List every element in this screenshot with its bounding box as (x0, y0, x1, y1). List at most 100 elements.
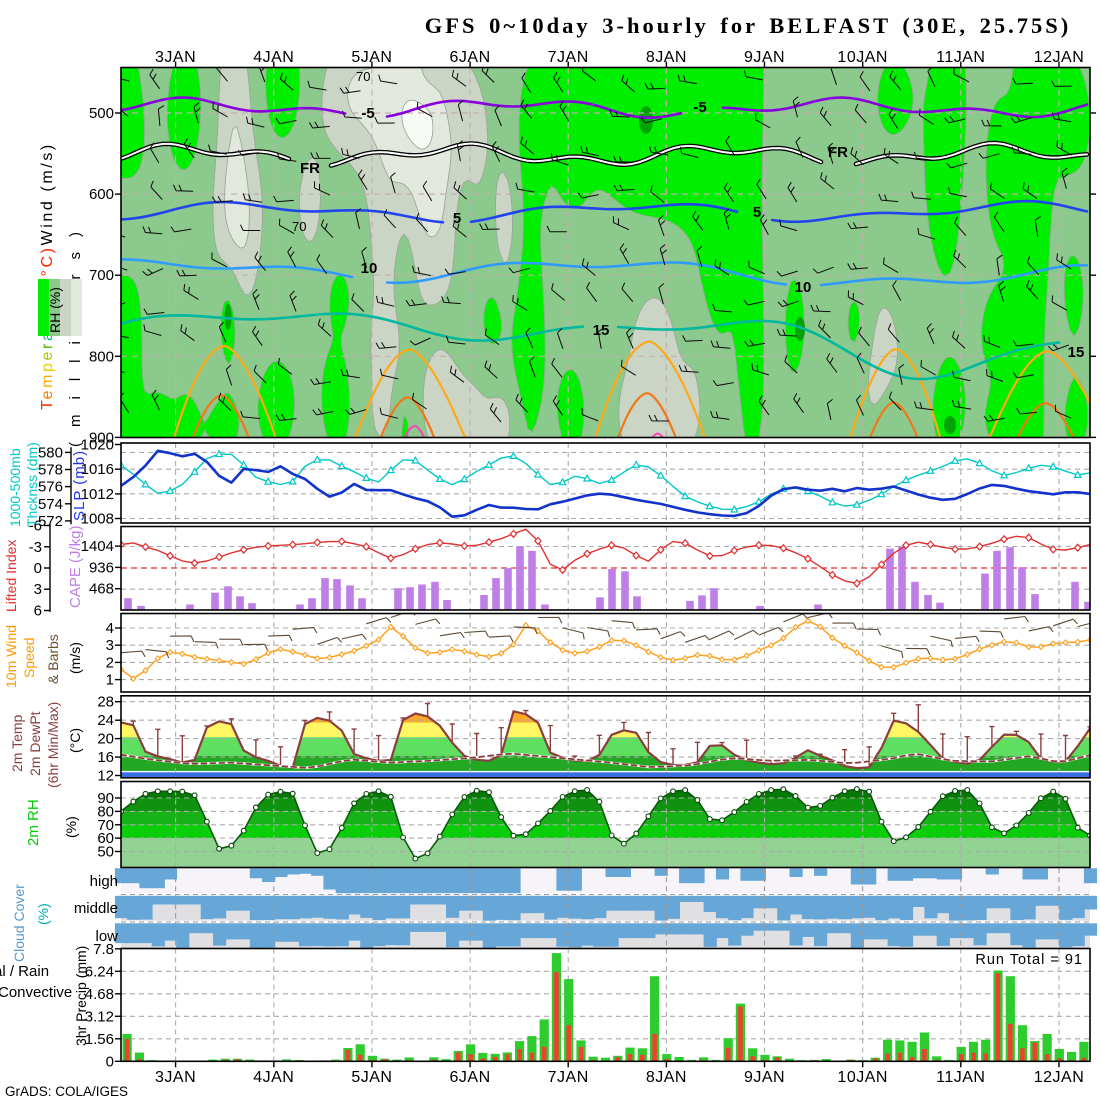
svg-text:(°C): (°C) (67, 728, 83, 753)
svg-text:Total / Rain: Total / Rain (0, 963, 49, 980)
svg-text:1020: 1020 (81, 437, 114, 454)
svg-text:576: 576 (38, 479, 63, 496)
svg-text:6: 6 (34, 603, 42, 620)
svg-text:6JAN: 6JAN (450, 1069, 491, 1086)
svg-text:5: 5 (453, 210, 461, 227)
svg-text:580: 580 (38, 444, 63, 461)
svg-text:4.68: 4.68 (85, 986, 114, 1003)
svg-text:15: 15 (593, 322, 610, 339)
svg-text:3hr Precip (mm): 3hr Precip (mm) (73, 946, 89, 1046)
svg-text:3.12: 3.12 (85, 1008, 114, 1025)
svg-text:1000-500mb: 1000-500mb (7, 448, 23, 527)
svg-text:70: 70 (292, 219, 306, 234)
svg-text:16: 16 (97, 749, 114, 766)
svg-text:10JAN: 10JAN (837, 49, 888, 66)
svg-text:700: 700 (89, 267, 114, 284)
svg-text:7.8: 7.8 (93, 941, 114, 958)
svg-text:high: high (90, 873, 118, 890)
svg-text:2m Temp: 2m Temp (9, 714, 25, 772)
svg-text:-6: -6 (29, 518, 42, 535)
svg-text:SLP (mb): SLP (mb) (71, 450, 88, 521)
svg-text:1012: 1012 (81, 486, 114, 503)
svg-text:Cloud Cover: Cloud Cover (11, 884, 27, 962)
svg-text:12: 12 (97, 768, 114, 785)
svg-text:60: 60 (97, 830, 114, 847)
svg-text:7JAN: 7JAN (548, 1069, 589, 1086)
svg-text:Convective: Convective (0, 984, 72, 1001)
svg-text:CAPE (J/kg): CAPE (J/kg) (67, 525, 84, 608)
svg-text:2: 2 (106, 654, 114, 671)
svg-text:10: 10 (361, 260, 378, 277)
svg-text:9JAN: 9JAN (744, 49, 785, 66)
svg-text:70: 70 (356, 69, 370, 84)
svg-text:3JAN: 3JAN (155, 1069, 196, 1086)
svg-text:80: 80 (97, 803, 114, 820)
svg-text:12JAN: 12JAN (1034, 1069, 1085, 1086)
svg-text:5JAN: 5JAN (351, 1069, 392, 1086)
svg-text:8JAN: 8JAN (646, 49, 687, 66)
svg-text:GFS 0~10day 3-hourly for BELFA: GFS 0~10day 3-hourly for BELFAST (30E, 2… (425, 13, 1072, 38)
svg-text:10: 10 (795, 279, 812, 296)
svg-text:7JAN: 7JAN (548, 49, 589, 66)
svg-text:8JAN: 8JAN (646, 1069, 687, 1086)
svg-text:28: 28 (97, 694, 114, 711)
svg-text:GrADS: COLA/IGES: GrADS: COLA/IGES (5, 1084, 128, 1099)
svg-text:Lifted Index: Lifted Index (3, 540, 19, 612)
svg-text:-5: -5 (693, 99, 706, 116)
svg-text:Speed: Speed (21, 638, 37, 678)
svg-text:(%): (%) (63, 816, 79, 838)
svg-text:6JAN: 6JAN (450, 49, 491, 66)
svg-text:RH (%): RH (%) (47, 287, 63, 333)
svg-text:(%): (%) (35, 903, 51, 925)
svg-text:468: 468 (89, 581, 114, 598)
svg-text:(6hr Min/Max): (6hr Min/Max) (45, 702, 61, 788)
svg-text:10m Wind: 10m Wind (3, 625, 19, 688)
svg-text:90: 90 (97, 790, 114, 807)
svg-text:500: 500 (89, 105, 114, 122)
svg-text:1008: 1008 (81, 511, 114, 528)
svg-text:Temperature (°C)Wind (m/s): Temperature (°C)Wind (m/s) (39, 142, 56, 410)
svg-text:1404: 1404 (81, 538, 114, 555)
svg-text:600: 600 (89, 186, 114, 203)
svg-text:2m RH: 2m RH (25, 799, 42, 846)
svg-text:-3: -3 (29, 539, 42, 556)
svg-text:FR: FR (828, 144, 848, 161)
svg-text:4: 4 (106, 620, 114, 637)
svg-text:Thcknss (dm): Thcknss (dm) (24, 442, 40, 527)
svg-text:3JAN: 3JAN (155, 49, 196, 66)
svg-text:24: 24 (97, 712, 114, 729)
svg-text:11JAN: 11JAN (936, 1069, 985, 1086)
svg-text:& Barbs: & Barbs (45, 634, 61, 684)
svg-text:12JAN: 12JAN (1034, 49, 1085, 66)
svg-text:70: 70 (97, 817, 114, 834)
svg-text:3: 3 (34, 581, 42, 598)
svg-text:-5: -5 (361, 105, 374, 122)
svg-text:FR: FR (300, 160, 320, 177)
svg-text:3: 3 (106, 637, 114, 654)
svg-text:2m DewPt: 2m DewPt (27, 711, 43, 776)
svg-text:low: low (95, 928, 118, 945)
svg-text:936: 936 (89, 559, 114, 576)
svg-text:10JAN: 10JAN (837, 1069, 888, 1086)
svg-text:4JAN: 4JAN (253, 1069, 294, 1086)
svg-text:50: 50 (97, 844, 114, 861)
svg-text:574: 574 (38, 496, 63, 513)
svg-text:0: 0 (106, 1053, 114, 1070)
svg-text:4JAN: 4JAN (253, 49, 294, 66)
svg-text:20: 20 (97, 731, 114, 748)
svg-text:5: 5 (753, 204, 761, 221)
svg-text:900: 900 (89, 429, 114, 446)
svg-text:578: 578 (38, 462, 63, 479)
svg-text:15: 15 (1068, 344, 1085, 361)
svg-text:1016: 1016 (81, 461, 114, 478)
svg-text:1.56: 1.56 (85, 1031, 114, 1048)
svg-text:6.24: 6.24 (85, 963, 114, 980)
svg-text:11JAN: 11JAN (936, 49, 985, 66)
svg-text:800: 800 (89, 348, 114, 365)
svg-text:0: 0 (34, 560, 42, 577)
svg-text:(m/s): (m/s) (67, 642, 83, 674)
svg-text:9JAN: 9JAN (744, 1069, 785, 1086)
svg-text:Run Total = 91: Run Total = 91 (975, 952, 1083, 968)
svg-text:5JAN: 5JAN (351, 49, 392, 66)
svg-text:middle: middle (74, 900, 118, 917)
